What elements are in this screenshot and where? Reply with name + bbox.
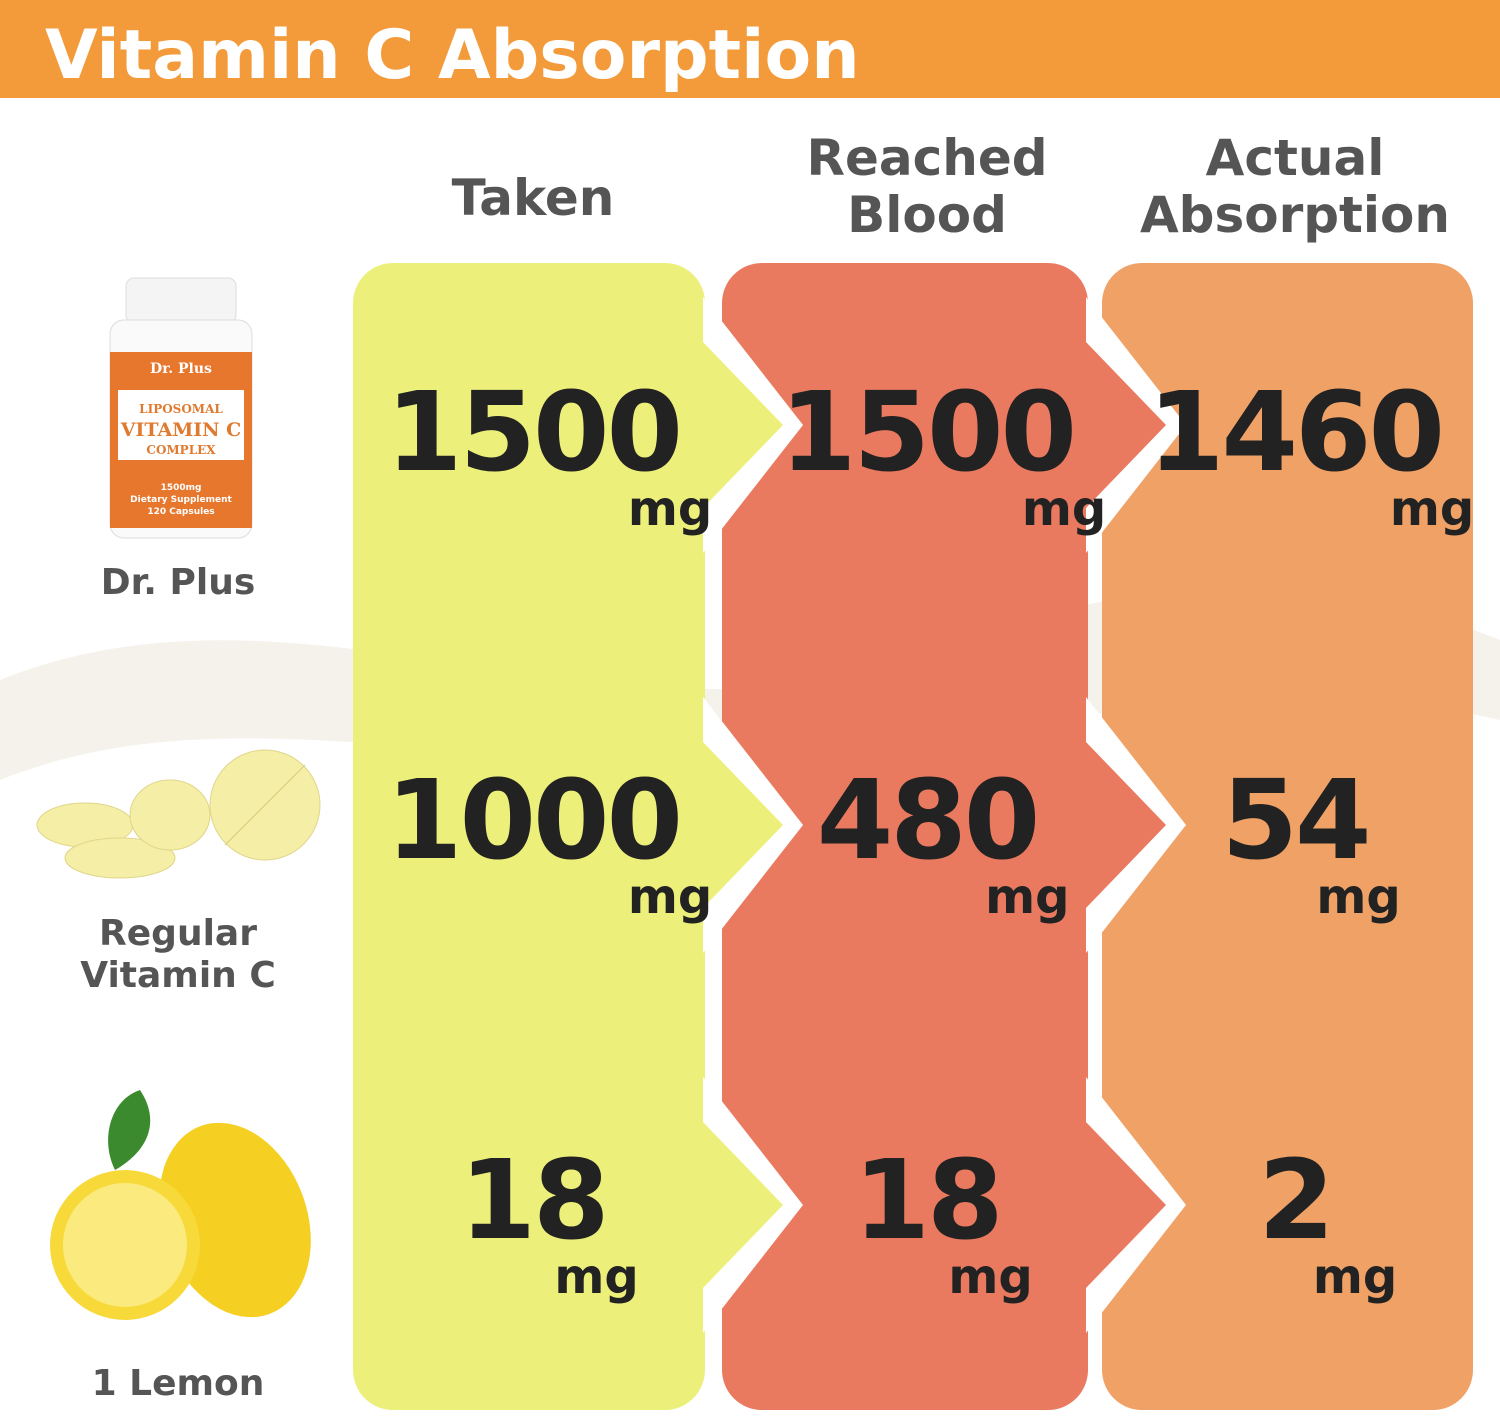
unit: mg [1022, 481, 1106, 537]
column-taken [353, 263, 705, 1410]
arrow [675, 1093, 783, 1317]
value: 1500 [780, 368, 1074, 496]
unit: mg [1390, 481, 1474, 537]
value: 1460 [1148, 368, 1442, 496]
unit: mg [1316, 869, 1400, 925]
column-absorption [1102, 263, 1473, 1410]
arrow [675, 713, 783, 937]
column-header: Actual [1206, 129, 1385, 187]
row-label: Regular [99, 913, 257, 954]
arrow [675, 313, 783, 537]
column-header: Taken [452, 169, 615, 227]
value: 2 [1258, 1136, 1332, 1264]
row-label: Dr. Plus [101, 562, 256, 603]
column-header: Reached [806, 129, 1047, 187]
unit: mg [628, 481, 712, 537]
arrow [1058, 313, 1166, 537]
lemon-image [50, 1090, 311, 1320]
value: 1500 [386, 368, 680, 496]
unit: mg [985, 869, 1069, 925]
value: 1000 [386, 756, 680, 884]
title-bar [0, 0, 1500, 98]
column-header: Blood [847, 186, 1007, 244]
product-line: VITAMIN C [120, 419, 242, 441]
value: 480 [817, 756, 1038, 884]
unit: mg [948, 1249, 1032, 1305]
bottle-image [109, 277, 253, 539]
product-line: COMPLEX [146, 443, 216, 457]
unit: mg [628, 869, 712, 925]
value: 18 [853, 1136, 1000, 1264]
value: 18 [459, 1136, 606, 1264]
product-detail: Dietary Supplement [130, 495, 232, 505]
tablets-image [36, 749, 321, 879]
column-header: Absorption [1140, 186, 1450, 244]
row-label: 1 Lemon [92, 1363, 265, 1404]
column-blood [722, 263, 1088, 1410]
unit: mg [1313, 1249, 1397, 1305]
product-line: LIPOSOMAL [139, 402, 223, 416]
brand: Dr. Plus [150, 361, 212, 377]
value: 54 [1221, 756, 1368, 884]
title: Vitamin C Absorption [45, 16, 860, 95]
product-detail: 120 Capsules [147, 507, 214, 517]
unit: mg [554, 1249, 638, 1305]
arrow [1058, 713, 1166, 937]
row-label: Vitamin C [80, 955, 276, 996]
arrow [1058, 1093, 1166, 1317]
product-detail: 1500mg [161, 483, 202, 493]
